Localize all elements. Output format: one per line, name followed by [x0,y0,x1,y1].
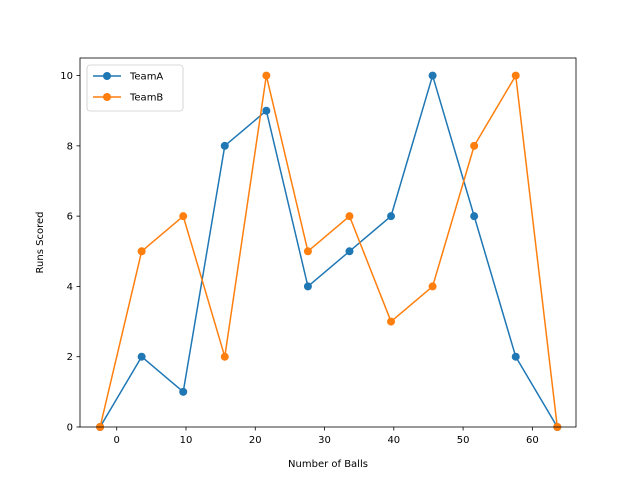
legend: TeamA TeamB [86,64,184,112]
y-tick-label: 4 [67,282,73,293]
data-point-TeamA [137,352,146,361]
legend-label-TeamB: TeamB [129,93,163,104]
data-point-TeamA [220,141,229,150]
data-point-TeamA [511,352,520,361]
data-point-TeamB [387,317,396,326]
series-line-TeamA [99,74,558,428]
data-point-TeamB [262,71,271,80]
data-point-TeamB [137,247,146,256]
plot-area [96,71,562,431]
data-point-TeamB [511,71,520,80]
x-tick-label: 20 [249,435,262,446]
axes-frame [79,57,577,428]
x-tick-label: 30 [318,435,331,446]
data-point-TeamA [470,212,479,221]
data-point-TeamA [179,387,188,396]
y-axis-label: Runs Scored [35,212,46,274]
data-point-TeamA [345,247,354,256]
data-point-TeamB [345,212,354,221]
data-point-TeamB [303,247,312,256]
data-point-TeamB [428,282,437,291]
y-tick-label: 0 [67,423,73,434]
y-tick-label: 10 [60,71,73,82]
data-point-TeamB [179,212,188,221]
series-line-TeamB [99,74,559,428]
data-point-TeamA [387,212,396,221]
x-tick-label: 0 [114,435,120,446]
legend-marker-TeamB [103,93,111,101]
x-tick-label: 60 [526,435,539,446]
x-tick-label: 10 [180,435,193,446]
legend-marker-TeamA [103,72,111,80]
x-tick-label: 50 [457,435,470,446]
x-axis-label: Number of Balls [288,459,368,470]
data-point-TeamA [303,282,312,291]
data-point-TeamA [428,71,437,80]
legend-label-TeamA: TeamA [129,72,163,83]
data-point-TeamB [470,141,479,150]
y-tick-label: 2 [67,352,73,363]
data-point-TeamB [220,352,229,361]
y-tick-label: 8 [67,141,73,152]
axes: 0 10 20 30 40 50 60 0 2 4 6 8 10 [60,57,577,446]
y-tick-label: 6 [67,212,73,223]
x-tick-label: 40 [387,435,400,446]
data-point-TeamA [262,106,271,115]
